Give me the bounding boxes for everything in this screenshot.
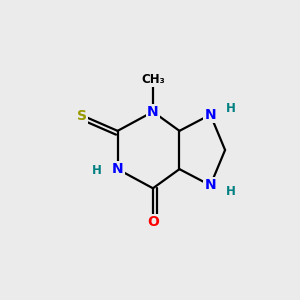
- Text: N: N: [205, 178, 216, 192]
- Text: O: O: [147, 215, 159, 229]
- Text: H: H: [226, 185, 236, 198]
- Text: S: S: [77, 109, 87, 123]
- Text: N: N: [147, 105, 159, 119]
- Text: N: N: [205, 108, 216, 122]
- Text: H: H: [226, 102, 236, 115]
- Text: H: H: [92, 164, 101, 177]
- Text: CH₃: CH₃: [141, 73, 165, 86]
- Text: N: N: [112, 162, 123, 176]
